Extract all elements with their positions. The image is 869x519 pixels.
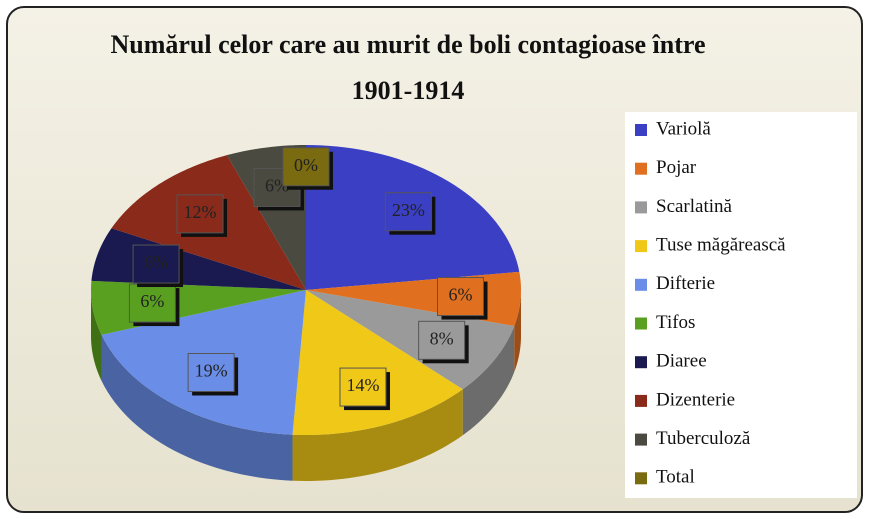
slice [292, 290, 463, 435]
legend-swatch [635, 317, 647, 330]
data-label: 6% [448, 285, 472, 305]
chart-frame: 23% 6% 8% 14% 19% 6% 6% 12% 6% 0% Variolă Pojar Scar… [6, 6, 863, 513]
label-box [282, 147, 330, 187]
legend-swatch [635, 162, 647, 175]
label-box [128, 283, 176, 323]
legend-label: Total [656, 467, 695, 488]
legend-box [625, 112, 857, 498]
label-box [384, 192, 432, 232]
data-label: 6% [144, 252, 168, 272]
label-box [132, 244, 180, 284]
legend-label: Tuberculoză [656, 428, 751, 449]
slice-side [292, 389, 463, 481]
data-label: 0% [294, 155, 318, 175]
data-label: 14% [346, 375, 379, 395]
legend-label: Difterie [656, 273, 715, 294]
slice-side [91, 290, 102, 381]
chart-title: Numărul celor care au murit de boli cont… [110, 30, 706, 105]
label-box [176, 194, 224, 234]
legend-label: Pojar [656, 157, 697, 178]
legend-label: Diaree [656, 351, 707, 372]
legend-label: Variolă [656, 118, 711, 139]
chart: 23%6%8%14%19%6%6%12%6%0%VariolăPojarScar… [91, 112, 857, 498]
label-box [418, 320, 466, 360]
slice-side [514, 290, 521, 373]
legend-swatch [635, 201, 647, 214]
legend-swatch [635, 472, 647, 485]
data-label: 8% [430, 328, 454, 348]
legend-swatch [635, 124, 647, 136]
label-box [436, 277, 484, 317]
label-box [187, 352, 235, 392]
legend-swatch [635, 278, 647, 291]
slice-side [462, 326, 515, 436]
legend-swatch [635, 356, 647, 369]
data-label: 19% [195, 361, 228, 381]
data-label: 12% [184, 202, 217, 222]
data-label: 23% [392, 200, 425, 220]
legend-swatch [635, 394, 647, 407]
slice [306, 290, 515, 390]
legend-label: Tuse măgărească [656, 234, 786, 255]
legend-label: Scarlatină [656, 196, 733, 217]
legend-swatch [635, 240, 647, 253]
legend-swatch [635, 433, 647, 446]
slice-side [101, 334, 293, 481]
legend-label: Dizenterie [656, 389, 735, 410]
data-label: 6% [140, 291, 164, 311]
label-box [339, 367, 387, 407]
legend-label: Tifos [656, 312, 695, 333]
